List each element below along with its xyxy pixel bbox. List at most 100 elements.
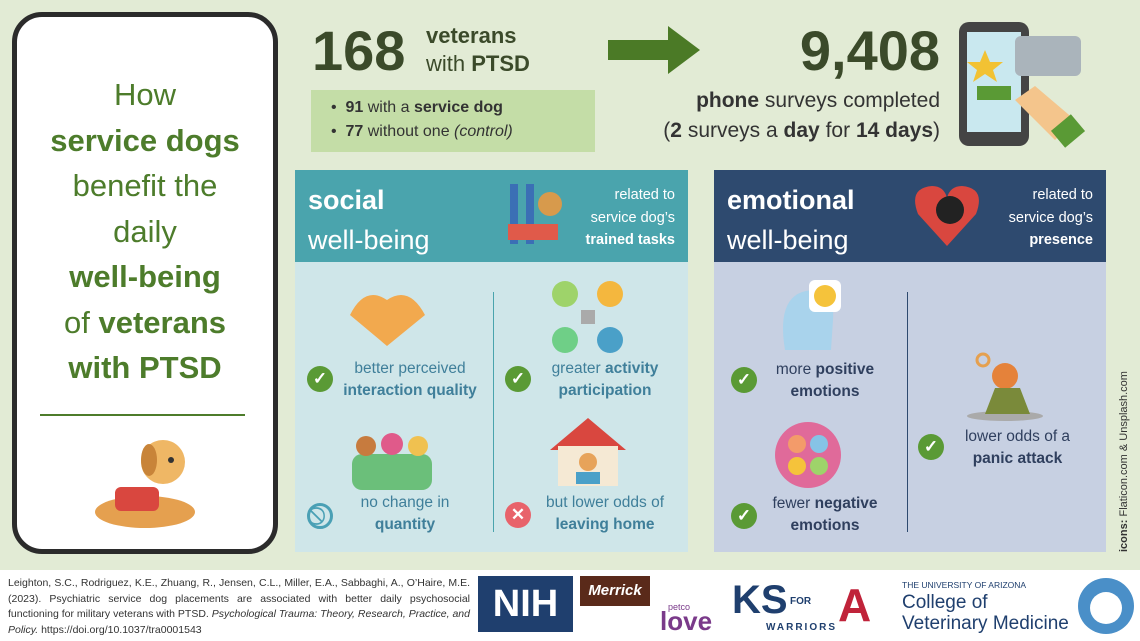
ks-logo: KS (732, 578, 788, 622)
arizona-text: THE UNIVERSITY OF ARIZONA (902, 580, 1027, 590)
citation: Leighton, S.C., Rodriguez, K.E., Zhuang,… (8, 576, 470, 638)
item-text: panic attack (972, 450, 1063, 467)
item-text: but lower odds of (545, 494, 665, 511)
related-text: related to (614, 187, 675, 203)
check-icon: ✓ (731, 503, 757, 529)
heading-text: emotional (727, 185, 855, 215)
item-text: better perceived (354, 360, 466, 377)
dog-icon (95, 440, 195, 528)
veteran-count: 168 (312, 19, 406, 82)
survey-text-part: for (825, 119, 851, 142)
survey-text-part: ) (933, 119, 940, 142)
item-text: negative (814, 495, 878, 512)
no-change-icon: ⃠ (307, 503, 333, 529)
title-text: of (63, 304, 90, 340)
survey-text-part: surveys completed (764, 89, 940, 112)
merrick-logo: Merrick (580, 576, 650, 606)
nih-logo: NIH (478, 576, 573, 632)
check-icon: ✓ (307, 366, 333, 392)
label-text: veterans (426, 23, 517, 48)
related-text: service dog’s (1008, 209, 1093, 226)
item-text: activity (605, 360, 659, 377)
title-text: How (113, 77, 176, 112)
head-icon (783, 280, 841, 350)
credit-text: Flaticon.com & Unsplash.com (1118, 371, 1130, 517)
group-text: service dog (414, 99, 503, 116)
task-icon (508, 184, 562, 244)
citation-text: https://doi.org/10.1037/tra0001543 (41, 623, 202, 636)
count-label: veterans with PTSD (426, 22, 530, 78)
title-text: benefit the (72, 168, 218, 203)
handshake-icon (350, 295, 425, 346)
title-text: with PTSD (68, 350, 222, 385)
emotional-item: fewer negative emotions (755, 493, 895, 537)
panic-icon (967, 352, 1043, 421)
related-text: trained tasks (585, 232, 675, 248)
people-icon (352, 433, 432, 490)
title-text: service dogs (50, 122, 240, 158)
survey-text-part: ( (663, 119, 671, 142)
check-icon: ✓ (731, 367, 757, 393)
petco-logo: petco (668, 602, 691, 612)
emotional-item: lower odds of a panic attack (945, 426, 1090, 470)
social-item: better perceived interaction quality (330, 358, 490, 402)
phone-icon (959, 22, 1085, 148)
item-text: emotions (790, 517, 860, 534)
social-heading: social well-being (308, 180, 430, 260)
related-text: presence (1029, 232, 1093, 248)
divider (493, 292, 494, 532)
group-text: with a (367, 99, 410, 116)
group-text: 91 (345, 99, 364, 116)
ks-logo-text: WARRIORS (766, 622, 837, 633)
survey-count: 9,408 (799, 19, 940, 82)
title-line: How (20, 72, 270, 118)
check-icon: ✓ (505, 366, 531, 392)
item-text: no change in (360, 494, 450, 511)
credit: icons: Flaticon.com & Unsplash.com (1118, 371, 1130, 552)
heading-text: social (308, 185, 385, 215)
divider (907, 292, 908, 532)
item-text: participation (558, 382, 652, 399)
emotional-heading: emotional well-being (727, 180, 855, 260)
item-text: quantity (374, 516, 436, 533)
title-text: well-being (69, 259, 221, 294)
heart-icon (915, 186, 979, 246)
group-item: • 77 without one (control) (331, 123, 513, 140)
group-text: without one (367, 123, 450, 140)
title: How service dogs benefit the daily well-… (20, 72, 270, 391)
group-item: • 91 with a service dog (331, 99, 503, 116)
item-text: greater (551, 360, 601, 377)
arizona-logo: A (838, 579, 872, 631)
social-item: no change in quantity (330, 492, 480, 536)
home-icon (550, 418, 626, 486)
arizona-college: College of Veterinary Medicine (902, 592, 1069, 634)
emotional-body (714, 262, 1106, 552)
social-item: greater activity participation (530, 358, 680, 402)
credit-text: icons: (1118, 519, 1130, 552)
label-text: with (426, 51, 466, 76)
item-text: interaction quality (343, 382, 477, 399)
college-text: Veterinary Medicine (902, 613, 1069, 634)
social-item: but lower odds of leaving home (530, 492, 680, 536)
survey-text-part: surveys a (687, 119, 778, 142)
heading-text: well-being (308, 225, 430, 255)
ks-logo-text: FOR (790, 596, 812, 607)
item-text: more (775, 361, 812, 378)
college-text: College of (902, 592, 988, 613)
group-box: • 91 with a service dog • 77 without one… (311, 90, 595, 152)
related-text: related to (1032, 187, 1093, 203)
love-logo: love (660, 606, 713, 636)
item-text: emotions (790, 383, 860, 400)
survey-text: phone surveys completed (2 surveys a day… (600, 86, 940, 146)
x-icon: ✕ (505, 502, 531, 528)
survey-text-part: 2 (670, 119, 682, 142)
emotional-header (714, 170, 1106, 262)
item-text: positive (815, 361, 875, 378)
citation-text: Leighton, S.C., Rodriguez, K.E., Zhuang,… (8, 577, 470, 620)
divider (40, 414, 245, 416)
related-text: service dog’s (590, 209, 675, 226)
social-related: related to service dog’s trained tasks (570, 184, 675, 252)
check-icon: ✓ (918, 434, 944, 460)
group-text: 77 (345, 123, 364, 140)
